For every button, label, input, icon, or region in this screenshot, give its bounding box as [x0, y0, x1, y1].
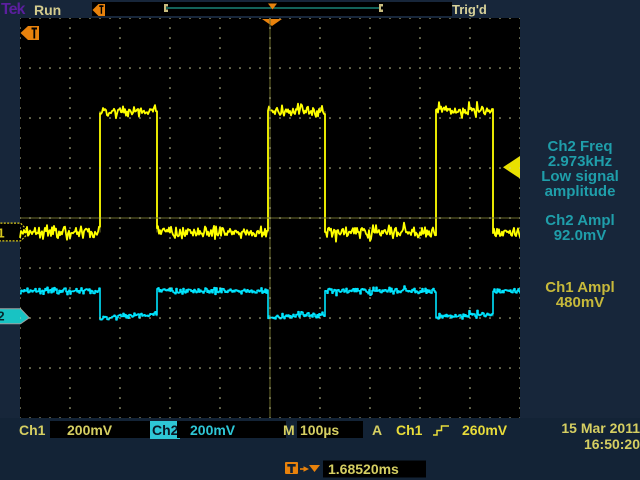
svg-text:2: 2 — [0, 309, 5, 324]
svg-text:1: 1 — [0, 226, 5, 241]
